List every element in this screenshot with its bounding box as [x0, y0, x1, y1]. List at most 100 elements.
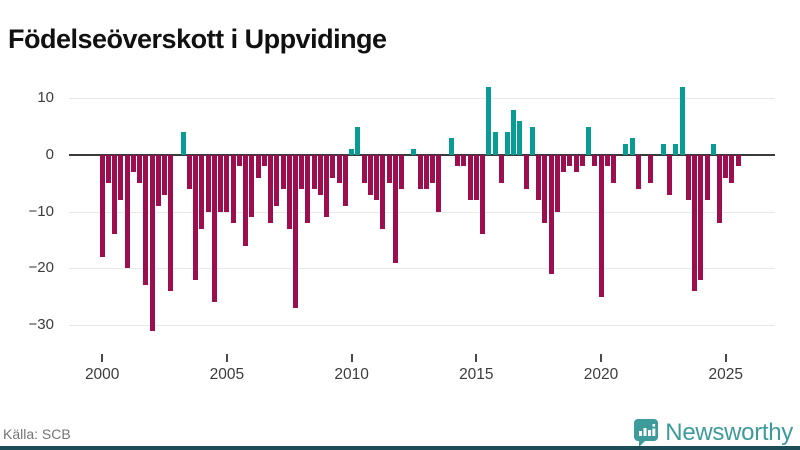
gridline-y-20 — [69, 268, 775, 270]
x-tick-2000 — [101, 354, 104, 362]
bar-2011-q3 — [386, 155, 392, 184]
bar-2011-q4 — [392, 155, 398, 263]
bar-2012-q3 — [411, 149, 417, 155]
bar-2004-q2 — [205, 155, 211, 212]
bar-2014-q1 — [448, 137, 454, 155]
bar-2018-q1 — [548, 155, 554, 275]
bar-2007-q4 — [292, 155, 298, 309]
newsworthy-logo-icon — [634, 419, 659, 447]
bar-2017-q4 — [542, 155, 548, 224]
bar-2001-q4 — [143, 155, 149, 286]
x-tick-2005 — [225, 354, 228, 362]
bar-2013-q3 — [436, 155, 442, 212]
bar-2004-q3 — [211, 155, 217, 303]
bar-2007-q2 — [280, 155, 286, 190]
bar-2019-q4 — [592, 155, 598, 167]
gridline-y-10 — [69, 211, 775, 213]
bar-2011-q2 — [380, 155, 386, 229]
bar-2015-q1 — [473, 155, 479, 201]
bar-2009-q1 — [324, 155, 330, 218]
bar-2009-q4 — [342, 155, 348, 207]
bar-2002-q1 — [149, 155, 155, 331]
bar-2005-q1 — [224, 155, 230, 212]
bar-2000-q1 — [99, 155, 105, 258]
bar-2023-q3 — [685, 155, 691, 201]
bar-2025-q3 — [735, 155, 741, 167]
bar-2015-q4 — [492, 132, 498, 155]
x-axis-label-2020: 2020 — [583, 366, 619, 383]
gridline-y-30 — [69, 325, 775, 327]
bar-2022-q1 — [648, 155, 654, 184]
bar-2020-q3 — [610, 155, 616, 184]
bar-2024-q1 — [698, 155, 704, 280]
bar-2008-q3 — [311, 155, 317, 190]
bar-2020-q2 — [604, 155, 610, 167]
bar-2001-q2 — [130, 155, 136, 172]
bar-2017-q2 — [529, 126, 535, 155]
newsworthy-logo-text: Newsworthy — [665, 419, 793, 446]
bar-2005-q2 — [230, 155, 236, 224]
bar-2019-q1 — [573, 155, 579, 172]
bar-2008-q2 — [305, 155, 311, 224]
x-tick-2015 — [475, 354, 478, 362]
bar-2009-q2 — [330, 155, 336, 178]
bar-2015-q2 — [480, 155, 486, 235]
bar-2014-q3 — [461, 155, 467, 167]
bar-2016-q1 — [498, 155, 504, 184]
bar-2003-q4 — [193, 155, 199, 280]
bar-2013-q2 — [430, 155, 436, 184]
bar-2020-q1 — [598, 155, 604, 297]
bar-2016-q3 — [511, 109, 517, 155]
bar-2003-q2 — [180, 132, 186, 155]
bar-2008-q4 — [317, 155, 323, 195]
bar-2005-q4 — [243, 155, 249, 246]
newsworthy-logo: Newsworthy — [634, 419, 793, 447]
x-axis-label-2010: 2010 — [334, 366, 369, 383]
bar-2006-q3 — [261, 155, 267, 167]
x-axis-label-2015: 2015 — [459, 366, 494, 383]
y-axis-label-10: 10 — [37, 89, 54, 107]
bar-2010-q1 — [349, 149, 355, 155]
bar-2004-q1 — [199, 155, 205, 229]
bar-2005-q3 — [236, 155, 242, 167]
y-axis-label-0: 0 — [45, 146, 54, 163]
bar-2019-q3 — [586, 126, 592, 155]
bar-2000-q3 — [112, 155, 118, 235]
bar-2024-q4 — [716, 155, 722, 224]
bar-2007-q3 — [286, 155, 292, 229]
x-tick-2020 — [600, 354, 603, 362]
bar-2018-q4 — [567, 155, 573, 167]
bar-2010-q2 — [355, 126, 361, 155]
bar-2023-q2 — [679, 86, 685, 155]
bar-2018-q2 — [554, 155, 560, 212]
bar-2019-q2 — [579, 155, 585, 167]
bar-2023-q1 — [673, 143, 679, 155]
x-axis-label-2000: 2000 — [84, 366, 120, 383]
bar-2006-q1 — [249, 155, 255, 218]
bar-2017-q1 — [523, 155, 529, 190]
bar-2022-q3 — [660, 143, 666, 155]
bar-2000-q2 — [105, 155, 111, 184]
bar-2023-q4 — [692, 155, 698, 292]
bar-2002-q4 — [168, 155, 174, 292]
bar-2024-q3 — [710, 143, 716, 155]
y-axis-label--30: −30 — [28, 316, 54, 334]
bar-2001-q3 — [137, 155, 143, 184]
bar-2013-q1 — [423, 155, 429, 190]
bar-2002-q2 — [155, 155, 161, 207]
y-axis-label--20: −20 — [28, 259, 54, 277]
bar-2010-q4 — [367, 155, 373, 195]
bar-2016-q2 — [504, 132, 510, 155]
bar-2010-q3 — [361, 155, 367, 184]
bar-2006-q2 — [255, 155, 261, 178]
bar-2021-q3 — [635, 155, 641, 190]
bar-2006-q4 — [268, 155, 274, 224]
x-axis-label-2005: 2005 — [209, 366, 245, 383]
bar-2014-q2 — [455, 155, 461, 167]
bar-2000-q4 — [118, 155, 124, 201]
bar-2025-q1 — [723, 155, 729, 178]
bottom-accent-bar — [0, 446, 800, 450]
bar-2015-q3 — [486, 86, 492, 155]
bar-2014-q4 — [467, 155, 473, 201]
